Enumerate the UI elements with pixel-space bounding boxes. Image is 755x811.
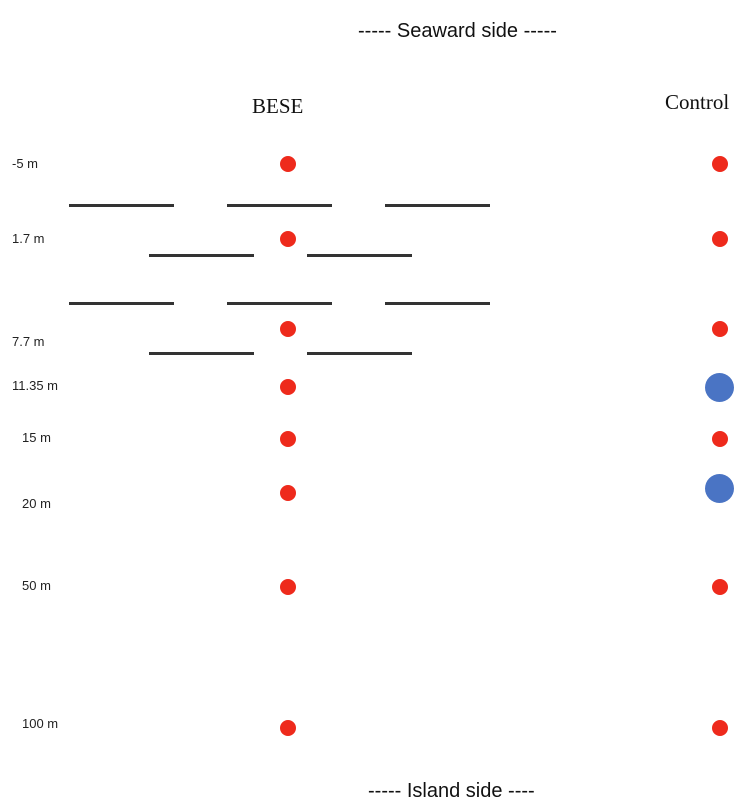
- bese-sampling-point: [280, 431, 296, 447]
- island-side-label: ----- Island side ----: [368, 780, 535, 802]
- control-sampling-point: [712, 231, 728, 247]
- distance-label: 50 m: [22, 578, 51, 593]
- bese-column-title: BESE: [252, 94, 304, 118]
- distance-label: 15 m: [22, 430, 51, 445]
- control-sampling-point: [712, 579, 728, 595]
- bese-barrier-line: [385, 302, 490, 305]
- control-column-title: Control: [665, 90, 730, 114]
- bese-barrier-line: [227, 302, 332, 305]
- bese-sampling-point: [280, 156, 296, 172]
- bese-sampling-point: [280, 485, 296, 501]
- bese-sampling-point: [280, 379, 296, 395]
- distance-label: 100 m: [22, 716, 59, 731]
- distance-label: 11.35 m: [12, 378, 59, 393]
- bese-sampling-point: [280, 579, 296, 595]
- bese-barrier-line: [69, 204, 174, 207]
- control-sampling-point: [705, 474, 734, 503]
- bese-barrier-line: [227, 204, 332, 207]
- seaward-side-label: ----- Seaward side -----: [358, 20, 557, 42]
- bese-barrier-line: [307, 254, 412, 257]
- distance-label: 1.7 m: [12, 231, 45, 246]
- distance-label: 20 m: [22, 496, 51, 511]
- bese-barrier-line: [69, 302, 174, 305]
- bese-sampling-point: [280, 321, 296, 337]
- bese-barrier-line: [149, 352, 254, 355]
- distance-label: 7.7 m: [12, 334, 45, 349]
- bese-sampling-point: [280, 231, 296, 247]
- control-sampling-point: [712, 156, 728, 172]
- bese-sampling-point: [280, 720, 296, 736]
- distance-label: -5 m: [12, 156, 38, 171]
- control-sampling-point: [712, 431, 728, 447]
- control-sampling-point: [712, 720, 728, 736]
- bese-barrier-line: [307, 352, 412, 355]
- bese-barrier-line: [385, 204, 490, 207]
- bese-barrier-line: [149, 254, 254, 257]
- control-sampling-point: [712, 321, 728, 337]
- control-sampling-point: [705, 373, 734, 402]
